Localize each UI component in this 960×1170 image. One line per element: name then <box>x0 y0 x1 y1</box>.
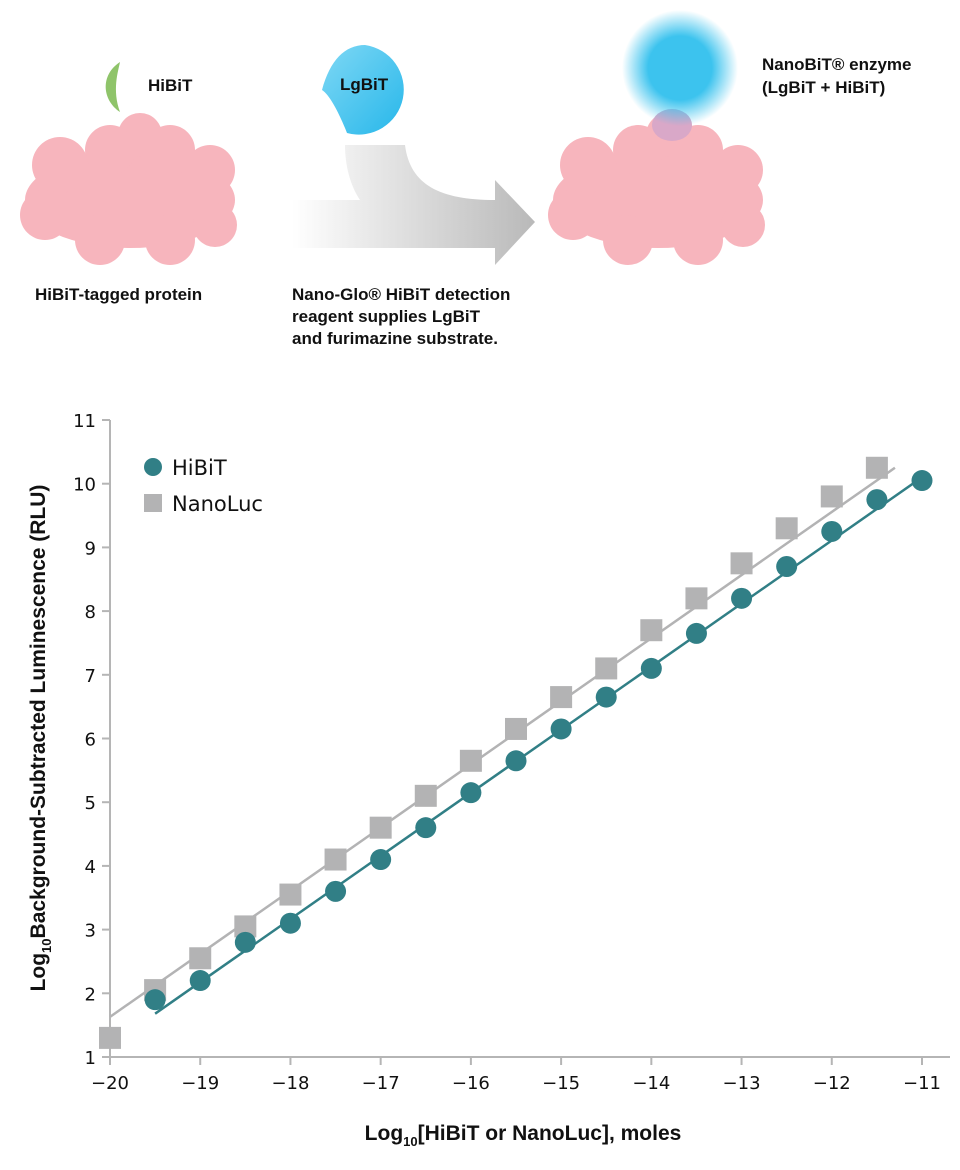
hibit-fit-line <box>154 476 923 1015</box>
nanoluc-point <box>189 947 212 970</box>
x-tick-label: −18 <box>271 1073 309 1094</box>
nanoluc-point <box>505 717 527 740</box>
hibit-point <box>415 817 437 839</box>
hibit-point <box>279 912 301 934</box>
hibit-leaf-icon <box>105 62 120 112</box>
x-tick-label: −17 <box>362 1073 400 1094</box>
y-tick-label: 3 <box>85 921 96 942</box>
x-axis-label: Log10[HiBiT or NanoLuc], moles <box>365 1122 682 1149</box>
nanoluc-point <box>99 1026 121 1049</box>
lgbit-label: LgBiT <box>340 75 389 94</box>
nanoluc-point <box>459 749 482 772</box>
nanoluc-fit-line <box>109 466 896 1018</box>
y-tick-label: 5 <box>85 793 96 814</box>
y-tick-label: 6 <box>85 730 96 751</box>
hibit-point <box>821 520 843 542</box>
y-tick-label: 8 <box>85 602 96 623</box>
hibit-label: HiBiT <box>148 76 193 95</box>
hibit-point <box>144 989 166 1011</box>
legend-nanoluc-marker <box>144 494 162 512</box>
y-axis-label: Log10Background-Subtracted Luminescence … <box>27 485 54 992</box>
legend: HiBiT NanoLuc <box>144 456 263 516</box>
legend-hibit-label: HiBiT <box>172 456 227 480</box>
legend-nanoluc-label: NanoLuc <box>172 492 263 516</box>
nanoluc-point <box>279 883 302 906</box>
x-tick-label: −19 <box>181 1073 219 1094</box>
y-tick-label: 4 <box>85 857 96 878</box>
nanoluc-point <box>595 657 618 680</box>
nanoluc-point <box>414 784 437 807</box>
y-tick-label: 9 <box>85 538 96 559</box>
hibit-point <box>460 782 482 804</box>
nanoluc-point <box>550 686 573 709</box>
nanoluc-point <box>324 848 347 871</box>
nanoluc-point <box>820 485 843 508</box>
x-tick-label: −20 <box>91 1073 129 1094</box>
x-tick-label: −16 <box>452 1073 490 1094</box>
protein-caption: HiBiT-tagged protein <box>35 285 202 304</box>
hibit-point <box>911 470 933 492</box>
reagent-caption-line3: and furimazine substrate. <box>292 329 498 348</box>
hibit-point <box>234 931 256 953</box>
nanoluc-point <box>685 587 708 610</box>
hibit-tagged-protein-icon <box>20 62 237 265</box>
legend-hibit-marker <box>144 458 162 476</box>
enzyme-label-line1: NanoBiT® enzyme <box>762 55 912 74</box>
nanoluc-point <box>234 915 257 938</box>
hibit-point <box>640 657 662 679</box>
x-tick-label: −12 <box>813 1073 851 1094</box>
nanoluc-point <box>730 552 753 575</box>
nanobit-enzyme-icon <box>548 10 765 265</box>
hibit-point <box>685 622 707 644</box>
hibit-point <box>550 718 572 740</box>
hibit-point <box>189 970 211 992</box>
hibit-point <box>776 556 798 578</box>
nanoluc-point <box>775 517 798 540</box>
reagent-caption-line1: Nano-Glo® HiBiT detection <box>292 285 510 304</box>
lgbit-icon <box>322 45 404 135</box>
y-tick-label: 1 <box>85 1048 96 1069</box>
hibit-point <box>866 489 888 511</box>
x-tick-label: −15 <box>542 1073 580 1094</box>
reagent-caption-line2: reagent supplies LgBiT <box>292 307 481 326</box>
y-tick-label: 10 <box>73 475 96 496</box>
hibit-point <box>505 750 527 772</box>
nanoluc-point <box>640 619 663 642</box>
y-tick-label: 11 <box>73 411 96 432</box>
hibit-point <box>731 587 753 609</box>
hibit-point <box>325 880 347 902</box>
hibit-point <box>370 849 392 871</box>
marks <box>99 456 933 1049</box>
y-tick-label: 2 <box>85 984 96 1005</box>
y-tick-label: 7 <box>85 666 96 687</box>
nanoluc-point <box>369 816 392 839</box>
axes: 1 2 3 4 5 6 7 8 9 10 11 −20 −19 −18 −17 −16 −15 −14 −13 −12… <box>73 411 950 1094</box>
hibit-point <box>595 686 617 708</box>
arrow-icon <box>292 145 535 265</box>
x-tick-label: −13 <box>723 1073 761 1094</box>
x-tick-label: −11 <box>903 1073 941 1094</box>
x-tick-label: −14 <box>632 1073 670 1094</box>
enzyme-label-line2: (LgBiT + HiBiT) <box>762 78 885 97</box>
nanoluc-point <box>865 456 888 479</box>
